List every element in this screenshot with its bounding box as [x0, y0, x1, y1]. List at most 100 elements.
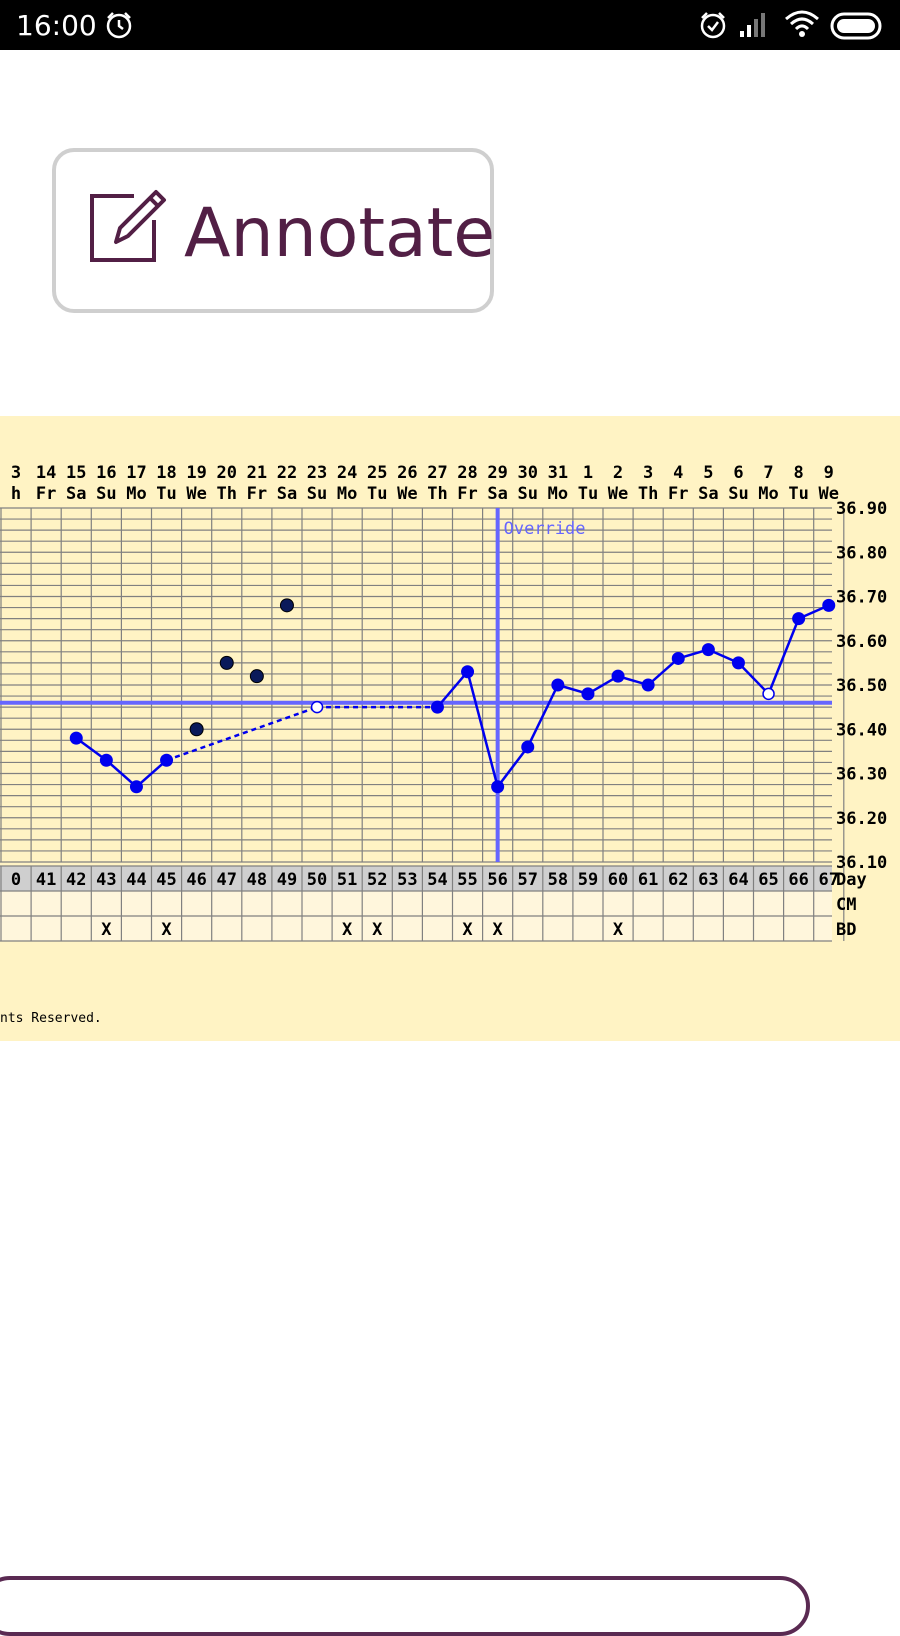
- row-label-day: Day: [836, 870, 867, 890]
- day-number: 56: [487, 870, 507, 890]
- date-label: 24: [337, 463, 357, 483]
- weekday-label: Fr: [247, 484, 267, 504]
- bbt-chart-svg: 3h14Fr15Sa16Su17Mo18Tu19We20Th21Fr22Sa23…: [0, 416, 900, 1041]
- temp-point: [581, 687, 595, 701]
- day-number: 46: [186, 870, 206, 890]
- date-label: 2: [613, 463, 623, 483]
- weekday-label: Th: [427, 484, 447, 504]
- series-segment: [737, 662, 770, 695]
- temp-point: [671, 651, 685, 665]
- override-label: Override: [504, 519, 586, 539]
- temp-point: [551, 678, 565, 692]
- bd-mark: X: [342, 920, 353, 940]
- weekday-label: Tu: [367, 484, 387, 504]
- annotate-button[interactable]: Annotate: [52, 148, 495, 313]
- day-number: 51: [337, 870, 357, 890]
- weekday-label: Su: [728, 484, 748, 504]
- date-label: 3: [643, 463, 653, 483]
- series-segment: [647, 657, 680, 686]
- date-label: 26: [397, 463, 417, 483]
- weekday-label: Tu: [578, 484, 598, 504]
- series-segment: [436, 670, 469, 708]
- day-number: 48: [247, 870, 267, 890]
- temp-point: [822, 598, 836, 612]
- date-label: 16: [96, 463, 116, 483]
- day-number: 47: [217, 870, 237, 890]
- date-label: 3: [11, 463, 21, 483]
- weekday-label: Sa: [277, 484, 297, 504]
- status-bar: 16:00: [0, 0, 900, 50]
- date-label: 15: [66, 463, 86, 483]
- weekday-label: Su: [518, 484, 538, 504]
- day-number: 53: [397, 870, 417, 890]
- temp-point: [160, 753, 174, 767]
- temp-point-open: [310, 700, 324, 714]
- bd-row-bg: [0, 916, 832, 941]
- y-tick-label: 36.90: [836, 499, 887, 519]
- weekday-label: Fr: [668, 484, 688, 504]
- date-label: 6: [733, 463, 743, 483]
- day-number: 43: [96, 870, 116, 890]
- weekday-label: h: [11, 484, 21, 504]
- wifi-icon: [785, 10, 819, 37]
- y-tick-label: 36.40: [836, 720, 887, 740]
- date-label: 14: [36, 463, 56, 483]
- day-number: 54: [427, 870, 447, 890]
- bd-mark: X: [493, 920, 504, 940]
- cm-row-bg: [0, 891, 832, 916]
- row-label-cm: CM: [836, 895, 856, 915]
- weekday-label: We: [186, 484, 206, 504]
- temp-point: [731, 656, 745, 670]
- series-segment: [105, 759, 138, 788]
- day-number: 59: [578, 870, 598, 890]
- day-number: 49: [277, 870, 297, 890]
- day-number: 58: [548, 870, 568, 890]
- date-label: 9: [824, 463, 834, 483]
- weekday-label: Su: [307, 484, 327, 504]
- status-time: 16:00: [16, 9, 97, 42]
- weekday-label: Th: [217, 484, 237, 504]
- date-label: 7: [763, 463, 773, 483]
- bottom-input-bar[interactable]: [0, 1576, 810, 1636]
- bd-mark: X: [161, 920, 172, 940]
- date-label: 8: [794, 463, 804, 483]
- weekday-label: Mo: [337, 484, 357, 504]
- y-tick-label: 36.80: [836, 543, 887, 563]
- bbt-chart: 3 h 14 Fr 15 Sa 16 Su 17 Mo 18 Tu 19 We 20 Th 21 Fr 22 Sa 23…: [0, 416, 900, 1041]
- battery-icon: [830, 12, 882, 40]
- day-number: 61: [638, 870, 658, 890]
- row-label-bd: BD: [836, 920, 856, 940]
- date-label: 1: [583, 463, 593, 483]
- bd-mark: X: [101, 920, 112, 940]
- y-tick-label: 36.50: [836, 676, 887, 696]
- weekday-label: Tu: [788, 484, 808, 504]
- day-number: 57: [518, 870, 538, 890]
- bd-mark: X: [372, 920, 383, 940]
- weekday-label: Sa: [698, 484, 718, 504]
- copyright-text: nts Reserved.: [0, 1011, 102, 1026]
- day-number: 64: [728, 870, 748, 890]
- temp-point: [701, 643, 715, 657]
- alarm-icon: [700, 12, 726, 39]
- day-number: 55: [457, 870, 477, 890]
- day-number: 42: [66, 870, 86, 890]
- series-segment: [526, 684, 559, 748]
- alarm-icon: [106, 12, 132, 39]
- weekday-label: Fr: [457, 484, 477, 504]
- excluded-point: [219, 655, 234, 670]
- date-label: 30: [518, 463, 538, 483]
- temp-point: [611, 669, 625, 683]
- weekday-label: Su: [96, 484, 116, 504]
- date-label: 27: [427, 463, 447, 483]
- date-label: 17: [126, 463, 146, 483]
- temp-point-open: [762, 687, 775, 701]
- temp-point: [69, 731, 83, 745]
- weekday-label: Sa: [66, 484, 86, 504]
- series-segment: [496, 746, 529, 788]
- y-tick-label: 36.10: [836, 853, 887, 873]
- edit-icon: [90, 190, 166, 262]
- y-tick-label: 36.20: [836, 809, 887, 829]
- weekday-label: Mo: [548, 484, 568, 504]
- temp-point: [521, 740, 535, 754]
- weekday-label: We: [819, 484, 839, 504]
